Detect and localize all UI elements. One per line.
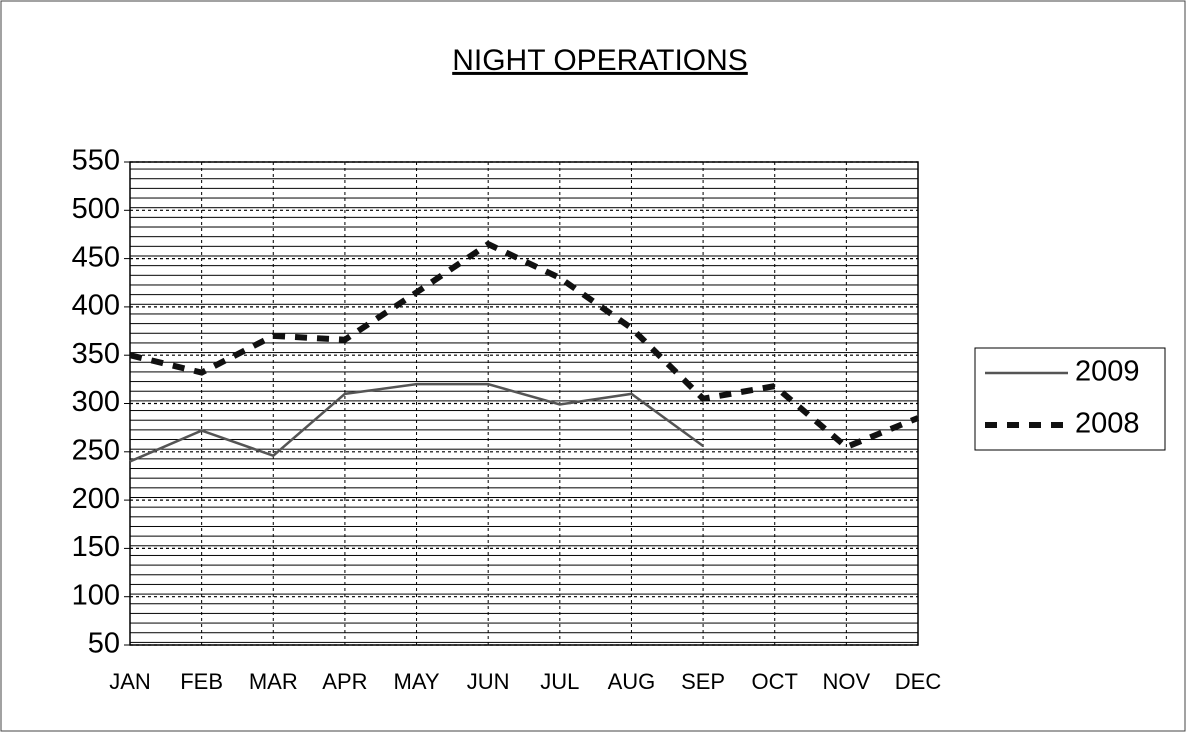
x-tick-label: MAY <box>394 669 440 694</box>
x-tick-label: AUG <box>608 669 656 694</box>
x-tick-label: DEC <box>895 669 942 694</box>
y-tick-label: 450 <box>72 241 120 273</box>
y-tick-label: 300 <box>72 386 120 418</box>
y-tick-label: 200 <box>72 483 120 515</box>
chart-title: NIGHT OPERATIONS <box>452 44 748 77</box>
legend-label: 2009 <box>1075 356 1140 388</box>
y-tick-label: 500 <box>72 193 120 225</box>
y-tick-label: 550 <box>72 145 120 177</box>
y-tick-label: 50 <box>88 628 120 660</box>
y-tick-label: 150 <box>72 531 120 563</box>
x-tick-label: APR <box>322 669 367 694</box>
x-tick-label: OCT <box>752 669 798 694</box>
y-tick-label: 100 <box>72 579 120 611</box>
x-tick-label: MAR <box>249 669 298 694</box>
legend-label: 2008 <box>1075 408 1140 440</box>
x-tick-label: SEP <box>681 669 725 694</box>
series-line <box>129 240 920 451</box>
x-tick-label: JUL <box>540 669 579 694</box>
x-tick-label: JAN <box>109 669 151 694</box>
x-tick-label: FEB <box>180 669 223 694</box>
plot-area <box>129 161 919 646</box>
y-tick-label: 400 <box>72 290 120 322</box>
y-tick-label: 350 <box>72 338 120 370</box>
y-tick-label: 250 <box>72 434 120 466</box>
x-tick-label: JUN <box>467 669 510 694</box>
x-tick-label: NOV <box>823 669 871 694</box>
legend-box <box>974 347 1166 451</box>
series-line <box>129 382 704 463</box>
